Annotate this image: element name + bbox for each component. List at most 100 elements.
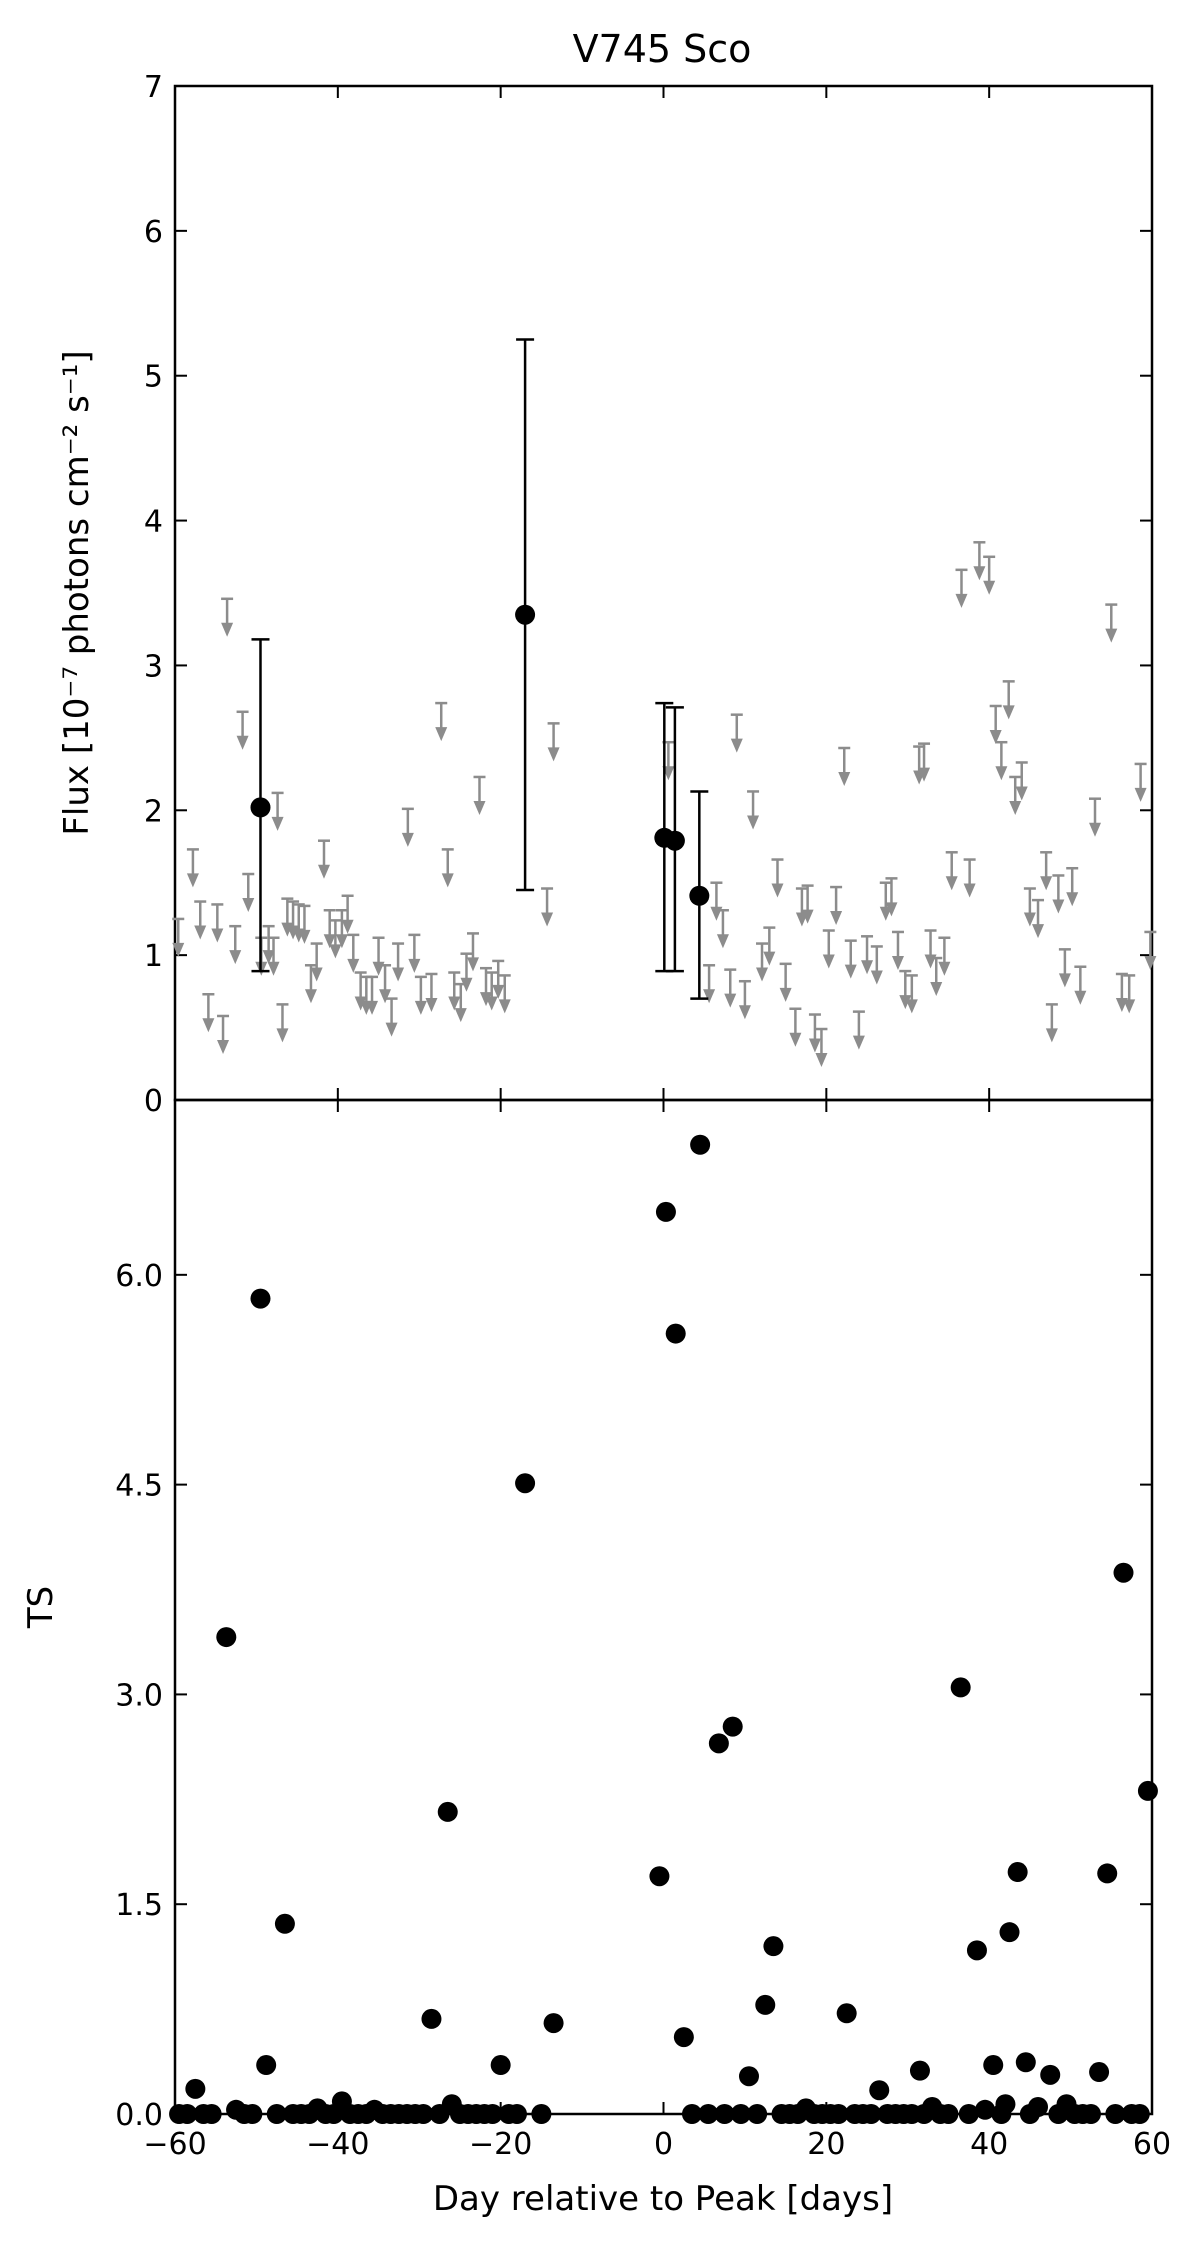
flux-y-tick-label: 4 — [144, 505, 163, 540]
upper-limit-arrow — [989, 704, 1002, 744]
upper-limit-arrow — [801, 884, 814, 924]
ts-point — [1113, 1562, 1134, 1583]
upper-limit-arrow — [918, 742, 931, 782]
flux-y-tick-label: 5 — [144, 360, 163, 395]
upper-limit-arrow — [211, 903, 224, 943]
ts-point — [722, 1716, 743, 1737]
upper-limit-arrow — [323, 908, 336, 949]
upper-limit-arrow — [379, 964, 392, 1004]
ts-point — [836, 2003, 857, 2024]
ts-point — [421, 2008, 442, 2029]
upper-limit-arrow — [756, 942, 769, 982]
upper-limit-arrow — [1074, 965, 1087, 1005]
upper-limit-arrow — [1045, 1003, 1058, 1043]
upper-limit-arrow — [730, 713, 743, 753]
upper-limit-arrow — [304, 964, 317, 1004]
upper-limit-arrow — [372, 936, 385, 976]
ts-point — [490, 2055, 511, 2076]
upper-limit-arrow — [763, 926, 776, 966]
flux-y-tick-label: 3 — [144, 649, 163, 684]
ts-point — [1129, 2104, 1150, 2124]
ts-point — [649, 1866, 670, 1887]
ts-point — [861, 2104, 882, 2124]
ts-y-axis: 0.0 1.5 3.0 4.5 6.0 — [115, 1259, 1152, 2133]
ts-point — [201, 2104, 222, 2124]
upper-limit-arrow — [973, 541, 986, 581]
upper-limit-arrow — [891, 930, 904, 970]
ts-point — [690, 1134, 711, 1155]
ts-y-tick-label: 0.0 — [115, 2098, 163, 2133]
upper-limit-arrow — [541, 887, 554, 927]
upper-limit-arrow — [747, 790, 760, 830]
upper-limit-arrow — [738, 979, 751, 1020]
ts-point — [938, 2104, 959, 2124]
ts-point — [274, 1913, 295, 1934]
upper-limit-arrow — [1066, 866, 1079, 907]
upper-limit-arrow — [703, 964, 716, 1004]
upper-limit-arrow — [271, 791, 284, 831]
ts-point — [177, 2104, 198, 2124]
ts-point — [1007, 1862, 1028, 1883]
upper-limit-arrow — [1134, 762, 1147, 802]
upper-limit-arrow — [955, 568, 968, 608]
upper-limit-arrow — [710, 881, 723, 921]
ts-point — [869, 2080, 890, 2101]
ts-point — [515, 1473, 536, 1494]
upper-limit-arrow — [808, 1013, 821, 1053]
upper-limit-arrow — [229, 924, 242, 965]
flux-detection — [689, 790, 710, 1000]
upper-limit-arrow — [385, 997, 398, 1037]
upper-limit-arrow — [830, 885, 843, 926]
ts-point — [828, 2104, 849, 2124]
upper-limit-arrow — [983, 555, 996, 595]
upper-limit-arrow — [414, 975, 427, 1015]
ts-point — [250, 1288, 271, 1309]
upper-limit-arrow — [317, 839, 330, 879]
upper-limit-arrow — [789, 1007, 802, 1047]
ts-point — [1137, 1780, 1158, 1801]
upper-limit-arrow — [392, 942, 405, 982]
upper-limit-arrow — [852, 1010, 865, 1050]
ts-point — [714, 2104, 735, 2124]
upper-limit-arrow — [724, 968, 737, 1008]
ts-panel: 0.0 1.5 3.0 4.5 6.0 −60 −40 −20 0 20 40 60 TS Day … — [21, 1098, 1171, 2219]
ts-point — [909, 2060, 930, 2081]
upper-limit-arrow — [186, 848, 199, 888]
upper-limit-arrow — [341, 894, 354, 934]
upper-limit-arrow — [441, 848, 454, 888]
upper-limit-arrow — [995, 740, 1008, 781]
ts-point — [950, 1677, 971, 1698]
ts-point — [708, 1733, 729, 1754]
flux-panel: 0 1 2 3 4 5 6 7 Flux [10⁻⁷ photons cm⁻² s⁻¹] — [57, 70, 1157, 1119]
upper-limit-arrow — [466, 932, 479, 972]
ts-point — [665, 1323, 686, 1344]
ts-point — [681, 2104, 702, 2124]
ts-point — [531, 2104, 552, 2124]
upper-limit-arrow — [347, 933, 360, 973]
upper-limit-arrow — [194, 900, 207, 940]
upper-limit-arrow — [408, 933, 421, 973]
upper-limit-arrow — [899, 969, 912, 1010]
ts-point — [543, 2013, 564, 2034]
upper-limit-arrow — [861, 935, 874, 975]
upper-limit-arrow — [1009, 775, 1022, 815]
ts-point — [738, 2066, 759, 2087]
ts-point — [999, 1922, 1020, 1943]
ts-point — [914, 2104, 935, 2124]
upper-limit-arrow — [771, 858, 784, 898]
upper-limit-arrow — [1015, 761, 1028, 801]
upper-limit-arrow — [267, 936, 280, 976]
upper-limit-arrow — [236, 710, 249, 750]
ts-point — [673, 2027, 694, 2048]
x-tick-label: 20 — [807, 2127, 845, 2162]
upper-limit-arrow — [547, 722, 560, 762]
upper-limit-arrow — [938, 936, 951, 976]
upper-limit-arrow — [885, 877, 898, 917]
flux-y-axis-title: Flux [10⁻⁷ photons cm⁻² s⁻¹] — [57, 350, 97, 835]
ts-point — [1048, 2104, 1069, 2124]
upper-limit-arrow — [815, 1027, 828, 1068]
ts-point — [1080, 2104, 1101, 2124]
ts-point — [763, 1936, 784, 1957]
ts-y-tick-label: 3.0 — [115, 1678, 163, 1713]
ts-point — [429, 2104, 450, 2124]
